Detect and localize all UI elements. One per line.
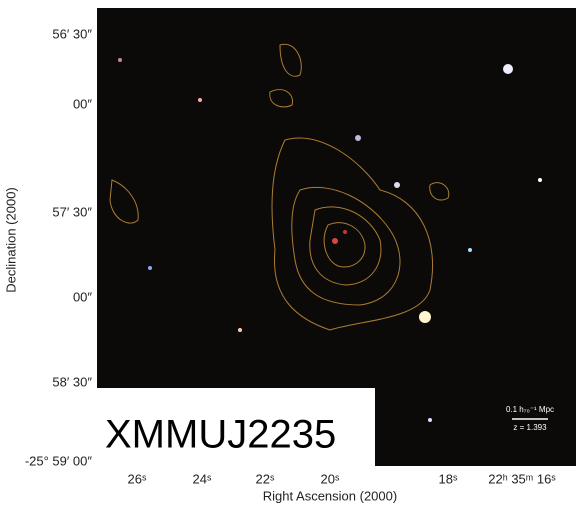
- y-tick-label: 00″: [73, 96, 92, 111]
- y-tick-label: 57′ 30″: [52, 204, 92, 219]
- scale-length: 0.1 h₇₀⁻¹ Mpc: [506, 405, 554, 414]
- star: [468, 248, 472, 252]
- redshift: z = 1.393: [513, 423, 547, 432]
- x-axis-label: Right Ascension (2000): [263, 488, 397, 503]
- x-ticks: 26ˢ 24ˢ 22ˢ 20ˢ 18ˢ 22ʰ 35ᵐ 16ˢ: [128, 471, 557, 486]
- x-tick-label: 26ˢ: [128, 471, 147, 486]
- y-tick-label: 00″: [73, 289, 92, 304]
- star: [419, 311, 431, 323]
- y-tick-label: -25° 59′ 00″: [25, 453, 93, 468]
- y-tick-label: 58′ 30″: [52, 374, 92, 389]
- star: [538, 178, 542, 182]
- star: [343, 230, 347, 234]
- y-tick-label: 56′ 30″: [52, 26, 92, 41]
- x-tick-label: 24ˢ: [193, 471, 212, 486]
- star: [503, 64, 513, 74]
- x-tick-label: 22ˢ: [256, 471, 275, 486]
- star: [428, 418, 432, 422]
- y-ticks: 56′ 30″ 00″ 57′ 30″ 00″ 58′ 30″ -25° 59′ 00″: [25, 26, 93, 468]
- star: [355, 135, 361, 141]
- y-axis-label: Declination (2000): [3, 187, 18, 293]
- page: {"figure": { "label": "XMMUJ2235", "x_ax…: [0, 0, 576, 509]
- x-tick-label: 20ˢ: [321, 471, 340, 486]
- star: [238, 328, 242, 332]
- figure: 0.1 h₇₀⁻¹ Mpc z = 1.393 56′ 30″ 00″ 57′ 30…: [0, 0, 576, 509]
- star: [198, 98, 202, 102]
- cluster-label: XMMUJ2235: [105, 413, 336, 457]
- star: [148, 266, 152, 270]
- x-tick-label: 22ʰ 35ᵐ 16ˢ: [488, 471, 556, 486]
- x-tick-label: 18ˢ: [439, 471, 458, 486]
- star: [118, 58, 122, 62]
- star: [394, 182, 400, 188]
- star: [332, 238, 338, 244]
